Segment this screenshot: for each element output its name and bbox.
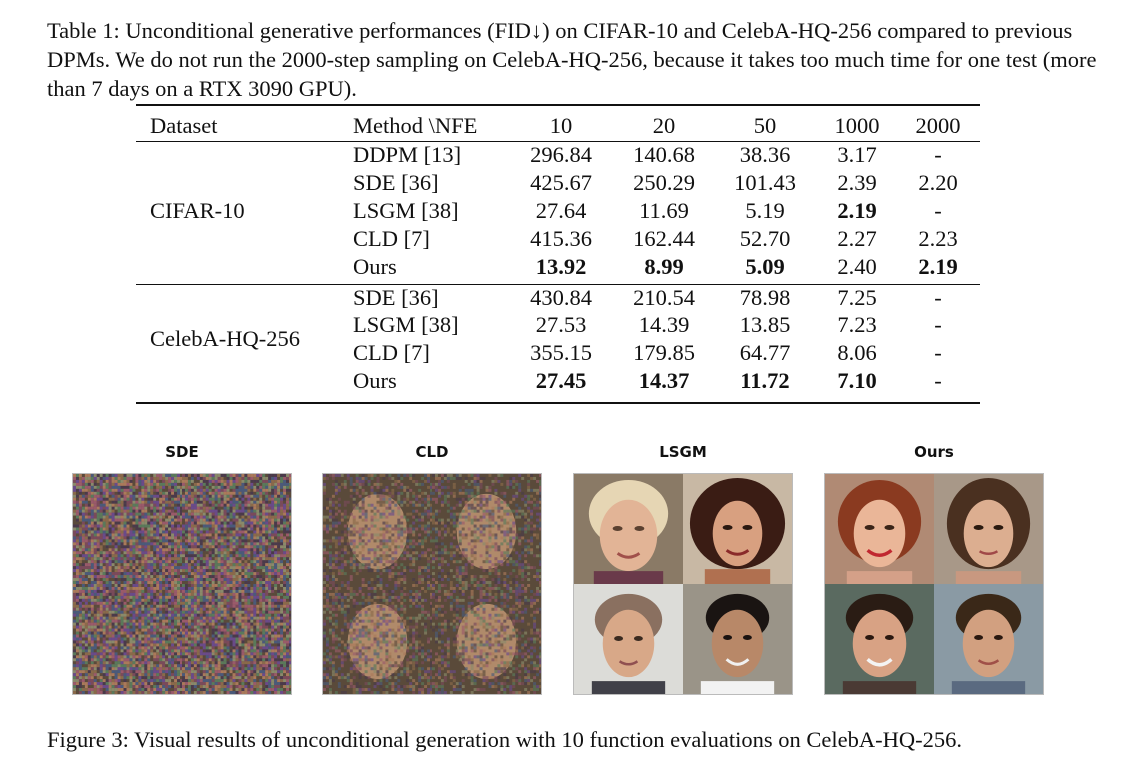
table-row-method: Ours: [353, 368, 397, 393]
table-cell: -: [934, 142, 942, 167]
table-cell-best: 11.72: [740, 368, 790, 393]
table-cell-best: 2.19: [837, 198, 877, 223]
table-cell: 355.15: [530, 340, 592, 365]
table-cell: 5.19: [745, 198, 785, 223]
sde-image-grid: [72, 473, 292, 695]
table-cell: 38.36: [739, 142, 791, 167]
table-cell: 8.06: [837, 340, 877, 365]
panel-title-ours: Ours: [914, 443, 954, 461]
sde-sample-image: [182, 474, 291, 584]
table-row-method: LSGM [38]: [353, 312, 459, 337]
cld-image-grid: [322, 473, 542, 695]
table-cell: -: [934, 340, 942, 365]
table-cell-best: 27.45: [535, 368, 587, 393]
cld-sample-image: [432, 474, 541, 584]
table-row-method: CLD [7]: [353, 340, 430, 365]
lsgm-sample-image: [574, 474, 683, 584]
cld-sample-image: [323, 474, 432, 584]
cld-sample-image: [432, 584, 541, 694]
table-cell: 52.70: [739, 226, 791, 251]
table-header-nfe-50: 50: [753, 113, 777, 138]
table-row-method: DDPM [13]: [353, 142, 462, 167]
panel-title-cld: CLD: [415, 443, 449, 461]
table-header-nfe-2000: 2000: [915, 113, 961, 138]
sde-sample-image: [73, 584, 182, 694]
table-cell-best: 5.09: [745, 254, 785, 279]
table-dataset-cifar10: CIFAR-10: [150, 198, 245, 223]
table-cell: 14.39: [638, 312, 690, 337]
table-cell-best: 2.19: [918, 254, 958, 279]
table-group-rule: [136, 284, 980, 286]
table-bottom-rule: [136, 402, 980, 404]
panel-title-lsgm: LSGM: [659, 443, 707, 461]
table-cell: 210.54: [633, 285, 695, 310]
table-cell: 11.69: [639, 198, 689, 223]
table-cell: -: [934, 312, 942, 337]
table-cell-best: 7.10: [837, 368, 877, 393]
table-cell: 7.25: [837, 285, 877, 310]
table-header-nfe-10: 10: [549, 113, 573, 138]
lsgm-sample-image: [683, 584, 792, 694]
ours-image-grid: [824, 473, 1044, 695]
lsgm-sample-image: [574, 584, 683, 694]
cld-sample-image: [323, 584, 432, 694]
ours-sample-image: [934, 584, 1043, 694]
table-dataset-celeba: CelebA-HQ-256: [150, 326, 300, 351]
table-top-rule: [136, 104, 980, 106]
table-row-method: Ours: [353, 254, 397, 279]
table-cell: 179.85: [633, 340, 695, 365]
panel-title-sde: SDE: [165, 443, 199, 461]
table-row-method: CLD [7]: [353, 226, 430, 251]
figure-caption: Figure 3: Visual results of unconditiona…: [47, 727, 962, 752]
table-cell: 2.40: [837, 254, 877, 279]
table-cell: -: [934, 285, 942, 310]
table-cell: 425.67: [530, 170, 592, 195]
ours-sample-image: [825, 474, 934, 584]
table-cell: -: [934, 198, 942, 223]
sde-sample-image: [182, 584, 291, 694]
table-row-method: SDE [36]: [353, 285, 439, 310]
lsgm-sample-image: [683, 474, 792, 584]
table-cell: 2.39: [837, 170, 877, 195]
table-cell: 13.85: [739, 312, 791, 337]
table-cell: 250.29: [633, 170, 695, 195]
table-header-nfe-20: 20: [652, 113, 676, 138]
table-cell: 27.64: [535, 198, 587, 223]
table-cell: 78.98: [739, 285, 791, 310]
table-cell: 430.84: [530, 285, 592, 310]
table-header-nfe-1000: 1000: [834, 113, 880, 138]
table-cell: 2.23: [918, 226, 958, 251]
table-cell: -: [934, 368, 942, 393]
ours-sample-image: [825, 584, 934, 694]
table-cell-best: 8.99: [644, 254, 684, 279]
table-cell: 101.43: [734, 170, 796, 195]
sde-sample-image: [73, 474, 182, 584]
table-cell: 2.27: [837, 226, 877, 251]
table-cell: 162.44: [633, 226, 695, 251]
table-header-dataset: Dataset: [150, 113, 218, 138]
table-cell: 27.53: [535, 312, 587, 337]
table-cell: 3.17: [837, 142, 877, 167]
table-header-method: Method \NFE: [353, 113, 478, 138]
lsgm-image-grid: [573, 473, 793, 695]
table-cell: 296.84: [530, 142, 592, 167]
table-cell: 140.68: [633, 142, 695, 167]
table-cell-best: 13.92: [535, 254, 587, 279]
table-cell-best: 14.37: [638, 368, 690, 393]
table-cell: 2.20: [918, 170, 958, 195]
table-header-rule: [136, 141, 980, 143]
table-cell: 7.23: [837, 312, 877, 337]
table-row-method: SDE [36]: [353, 170, 439, 195]
ours-sample-image: [934, 474, 1043, 584]
table-cell: 64.77: [739, 340, 791, 365]
table-row-method: LSGM [38]: [353, 198, 459, 223]
table-cell: 415.36: [530, 226, 592, 251]
table-caption: Table 1: Unconditional generative perfor…: [47, 18, 1097, 101]
